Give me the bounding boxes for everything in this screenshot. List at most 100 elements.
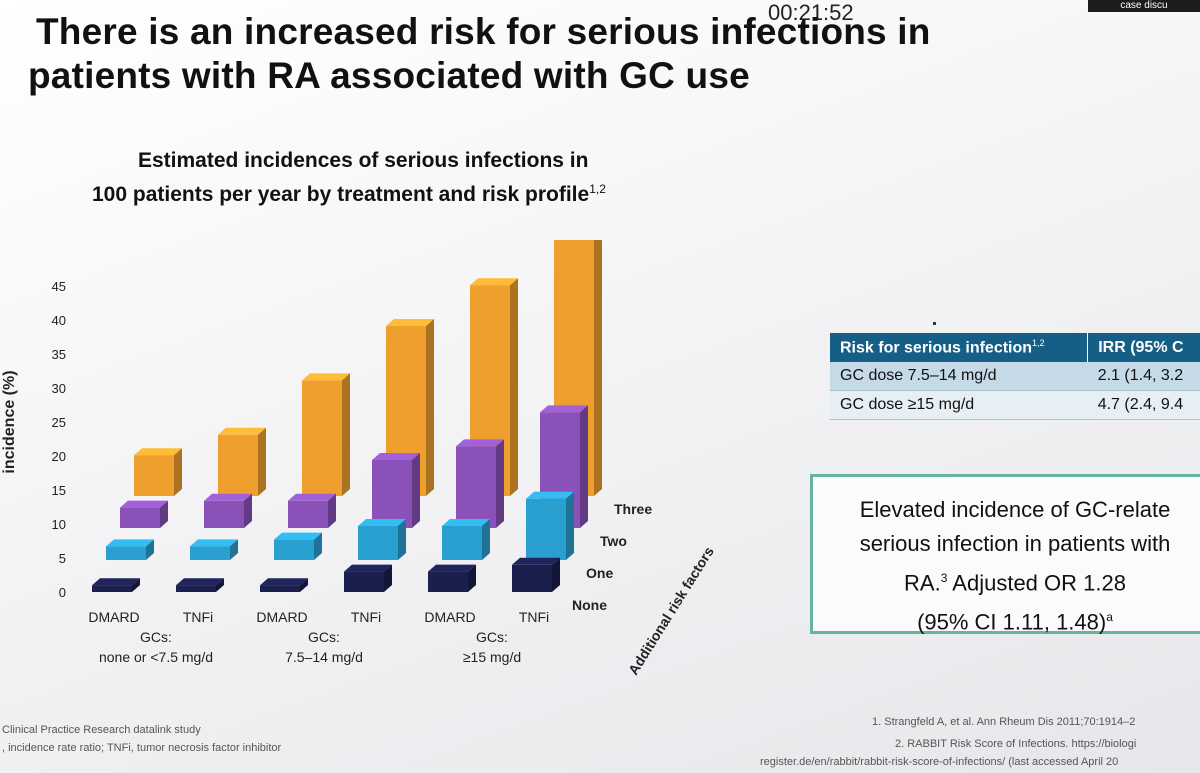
bar-top [372,453,420,460]
bar-side [552,557,560,592]
irr-table: Risk for serious infection1,2 IRR (95% C… [830,333,1200,421]
y-tick-label: 10 [52,517,66,532]
chart-title: Estimated incidences of serious infectio… [92,146,752,209]
bar-top [470,278,518,286]
table-cell: GC dose ≥15 mg/d [830,390,1088,421]
bar-side [398,519,406,560]
bar-side [510,278,518,496]
bar-top [302,373,350,381]
bar-top [512,557,560,565]
chart-title-sup: 1,2 [589,182,606,196]
bar [120,507,160,528]
y-tick-label: 0 [59,585,66,600]
group-label-line2: none or <7.5 mg/d [99,649,213,665]
group-label-line1: GCs: [140,629,172,645]
chart-title-line2-text: 100 patients per year by treatment and r… [92,183,590,206]
series-label: None [572,597,607,613]
table-cell: GC dose 7.5–14 mg/d [830,362,1088,392]
chart-title-line1: Estimated incidences of serious infectio… [138,149,589,172]
callout-line3b: Adjusted OR 1.28 [947,570,1126,596]
bar [358,526,398,560]
bar-side [216,578,224,592]
y-tick-label: 35 [52,347,66,362]
y-axis-label: incidence (%) [1,370,18,473]
bar [344,571,384,592]
bar-side [496,439,504,528]
chart-title-line2: 100 patients per year by treatment and r… [92,175,752,209]
group-label-line1: GCs: [308,629,340,645]
bar-top [456,439,504,447]
bar [190,546,230,560]
bar-side [132,578,140,592]
bar-top [288,493,336,501]
bar-side [244,493,252,528]
callout-line4: (95% CI 1.11, 1.48) [917,609,1107,635]
callout-line3: RA. [904,570,941,596]
slide-title-line1: There is an increased risk for serious i… [36,11,931,52]
series-label: Two [600,533,627,549]
footnote-right-2: 2. RABBIT Risk Score of Infections. http… [895,738,1137,750]
bar [106,546,146,560]
bar-top [442,519,490,526]
bar-top [526,491,574,499]
x-tick-label: DMARD [256,609,307,625]
irr-table-header-sup: 1,2 [1032,338,1045,348]
bar-top [358,519,406,526]
bar-top [386,319,434,326]
footnote-left-1: Clinical Practice Research datalink stud… [2,724,201,736]
irr-table-header-row: Risk for serious infection1,2 IRR (95% C [830,333,1200,363]
bar-side [580,405,588,528]
bar [204,500,244,528]
bar [442,526,482,560]
irr-table-header-risk: Risk for serious infection1,2 [830,333,1089,363]
depth-axis-label: Additional risk factors [625,544,717,678]
slide-dot [933,322,936,325]
bar-side [174,448,182,496]
presentation-timer: 00:21:52 [768,0,854,25]
bar-chart-3d: 45 40 35 30 25 20 15 10 5 0 incidence (%) DMARD TNFi… [1,240,717,678]
x-tick-label: DMARD [88,609,139,625]
bar-top [176,578,224,586]
y-tick-label: 40 [52,313,66,328]
callout-text: Elevated incidence of GC-relate serious … [825,493,1200,640]
bar-top [120,500,168,508]
bar [456,446,496,528]
series-label: Three [614,501,652,517]
bar-top [106,539,154,547]
table-cell: 2.1 (1.4, 3.2 [1087,362,1200,392]
footnote-left-2: , incidence rate ratio; TNFi, tumor necr… [2,742,282,754]
bar-side [384,564,392,592]
table-cell: 4.7 (2.4, 9.4 [1087,390,1200,421]
bar [302,380,342,496]
bar-top [344,564,392,572]
slide-title: There is an increased risk for serious i… [28,10,1008,98]
bar-side [300,578,308,592]
bar-side [258,427,266,496]
bar-side [482,519,490,560]
x-tick-label: TNFi [183,609,213,625]
y-tick-label: 15 [52,483,66,498]
bar-side [146,539,154,560]
y-tick-label: 30 [52,381,66,396]
bar-side [230,539,238,560]
footnote-right-1: 1. Strangfeld A, et al. Ann Rheum Dis 20… [872,716,1136,728]
bar [428,571,468,592]
y-tick-label: 20 [52,449,66,464]
bar-side [342,373,350,496]
bar [260,585,300,592]
bar [372,460,412,528]
bar-top [204,493,252,501]
x-tick-label: DMARD [424,609,475,625]
bar-top [540,405,588,413]
bar-side [594,240,602,496]
irr-table-header-risk-text: Risk for serious infection [840,339,1033,357]
group-label-line2: 7.5–14 mg/d [285,649,363,665]
bar [512,564,552,592]
bar-side [160,500,168,528]
bar-side [412,453,420,528]
irr-table-header-irr: IRR (95% C [1087,333,1200,363]
y-tick-label: 5 [59,551,66,566]
group-label-line2: ≥15 mg/d [463,649,521,665]
x-tick-label: TNFi [351,609,381,625]
bar-top [260,578,308,586]
